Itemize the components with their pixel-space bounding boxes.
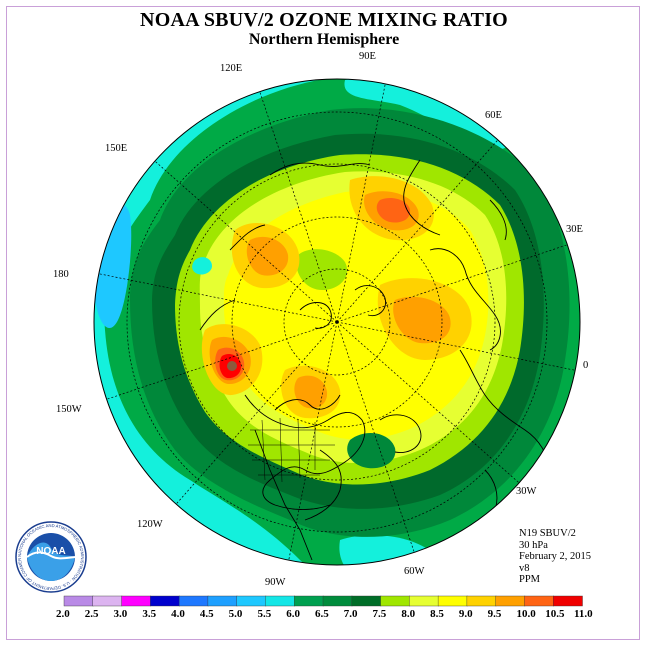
colorbar-swatch [294,595,324,607]
colorbar-tick-label: 9.5 [487,608,502,620]
colorbar-tick-label: 4.5 [199,608,214,620]
lon-label-0: 0 [583,360,589,371]
colorbar-tick-label: 10.0 [516,608,536,620]
colorbar-swatch [236,595,267,607]
colorbar-swatch [265,595,295,607]
info-units: PPM [519,574,541,586]
meridian-line [175,321,338,505]
colorbar-tick-label: 6.0 [286,608,300,620]
meridian-line [336,321,415,553]
graticule-meridians [98,83,576,561]
colorbar-swatch [178,595,209,607]
lon-label-150e: 150E [105,143,128,154]
colorbar-swatch [553,595,583,607]
lon-label-120w: 120W [137,519,163,530]
meridian-line [288,321,338,561]
colorbar-tick-label: 10.5 [545,608,565,620]
field-75-pocket [296,249,348,290]
colorbar-swatch [380,595,411,607]
chart-subtitle: Northern Hemisphere [248,31,400,48]
colorbar-swatch [437,595,468,607]
info-date: February 2, 2015 [519,551,592,563]
colorbar-swatch [63,595,94,607]
colorbar-tick-label: 2.0 [56,608,70,620]
info-level: 30 hPa [519,539,548,551]
meridian-line [336,321,520,484]
lon-label-150w: 150W [56,404,82,415]
info-version: v8 [519,562,530,574]
colorbar-tick-label: 7.0 [343,608,358,620]
colorbar-tick-label: 3.5 [142,608,157,620]
colorbar-swatch [150,595,180,607]
colorbar-tick-label: 8.5 [430,608,444,620]
lon-label-90e: 90E [359,51,376,62]
colorbar-swatch [351,595,382,607]
colorbar-swatch [524,595,554,607]
lon-label-60e: 60E [485,110,502,121]
colorbar-tick-label: 2.5 [84,608,99,620]
lon-label-30e: 30E [566,224,583,235]
colorbar-swatch [121,595,152,607]
info-block: N19 SBUV/2 30 hPa February 2, 2015 v8 PP… [519,528,591,586]
field-110 [227,361,237,371]
lon-label-120e: 120E [220,63,243,74]
meridian-line [336,244,568,323]
chart-title: NOAA SBUV/2 OZONE MIXING RATIO [140,9,508,31]
map-boundary [93,78,581,566]
colorbar-tick-label: 4.0 [171,608,185,620]
field-95-a [246,236,289,276]
meridian-line [106,321,338,400]
colorbar-tick-label: 8.0 [401,608,416,620]
political-boundaries [248,417,335,483]
colorbar-swatch [409,595,439,607]
meridian-line [336,83,386,323]
colorbar-tick-label: 11.0 [574,608,593,620]
meridian-line [259,91,338,323]
colorbar [63,595,583,607]
colorbar-swatch [495,595,526,607]
colorbar-tick-label: 5.5 [257,608,272,620]
colorbar-tick-label: 5.0 [228,608,243,620]
lon-label-180: 180 [53,269,69,280]
meridian-line [336,321,576,371]
lon-label-90w: 90W [265,577,286,588]
meridian-line [336,139,499,323]
colorbar-swatch [322,595,353,607]
graticule-latitudes [126,111,548,533]
colorbar-tick-label: 3.0 [113,608,128,620]
colorbar-swatch [92,595,123,607]
meridian-line [98,273,338,323]
colorbar-tick-label: 6.5 [315,608,329,620]
field-95-c [393,296,451,344]
colorbar-tick-label: 7.5 [372,608,387,620]
meridian-line [154,160,338,323]
info-satellite: N19 SBUV/2 [519,528,576,539]
colorbar-swatch [207,595,238,607]
logo-text: NOAA [36,546,65,557]
noaa-logo: NOAA NATIONAL OCEANIC AND ATMOSPHERIC AD… [14,520,87,593]
field-55-pocket-2 [192,257,212,275]
field-100-a [376,198,411,223]
lon-label-60w: 60W [404,566,425,577]
figure-frame [6,6,640,640]
colorbar-swatch [466,595,497,607]
lon-label-30w: 30W [516,486,537,497]
colorbar-tick-label: 9.0 [458,608,473,620]
